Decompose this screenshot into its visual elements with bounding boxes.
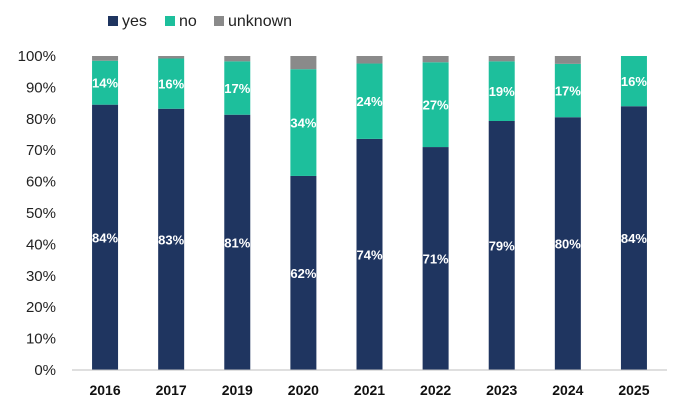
data-label-yes-2020: 62% [290, 266, 316, 281]
bar-no-2019 [224, 61, 251, 115]
bar-yes-2017 [158, 108, 185, 370]
data-label-yes-2025: 84% [621, 231, 647, 246]
legend-label-yes: yes [122, 13, 147, 30]
bar-yes-2021 [356, 138, 383, 370]
x-tick-label: 2025 [618, 382, 649, 398]
bar-unknown-2023 [488, 56, 515, 62]
y-tick-label: 90% [26, 79, 56, 96]
data-label-yes-2023: 79% [489, 238, 515, 253]
bars: 84% 14% 83% 16% 81% 17% 62% 34% 74% 24% 71% 27% 79% 1… [92, 56, 647, 371]
data-label-yes-2021: 74% [356, 247, 382, 262]
y-tick-label: 30% [26, 268, 56, 285]
data-label-yes-2017: 83% [158, 232, 184, 247]
bar-unknown-2017 [158, 56, 185, 59]
bar-no-2017 [158, 58, 185, 109]
bar-yes-2025 [620, 106, 647, 371]
y-tick-label: 70% [26, 142, 56, 159]
data-label-no-2016: 14% [92, 76, 118, 91]
x-tick-label: 2023 [486, 382, 517, 398]
y-tick-label: 60% [26, 174, 56, 191]
bar-no-2023 [488, 61, 515, 121]
x-tick-label: 2016 [89, 382, 120, 398]
bar-unknown-2016 [92, 56, 119, 61]
x-tick-label: 2024 [552, 382, 583, 398]
bar-yes-2024 [554, 117, 581, 370]
data-label-no-2020: 34% [290, 116, 316, 131]
bar-yes-2023 [488, 120, 515, 370]
data-label-no-2019: 17% [224, 81, 250, 96]
y-tick-label: 10% [26, 331, 56, 348]
legend-label-unknown: unknown [228, 13, 292, 30]
bar-no-2025 [620, 56, 647, 107]
y-tick-label: 20% [26, 299, 56, 316]
x-tick-label: 2019 [222, 382, 253, 398]
data-label-no-2024: 17% [555, 84, 581, 99]
legend-swatch-no [165, 16, 175, 26]
x-tick-label: 2022 [420, 382, 451, 398]
legend-swatch-unknown [214, 16, 224, 26]
y-tick-label: 80% [26, 111, 56, 128]
y-axis: 0% 10% 20% 30% 40% 50% 60% 70% 80% 90% 100% [18, 48, 56, 379]
bar-unknown-2019 [224, 56, 251, 62]
data-label-no-2017: 16% [158, 77, 184, 92]
legend: yes no unknown [108, 13, 292, 30]
y-tick-label: 0% [34, 362, 56, 379]
data-label-yes-2022: 71% [423, 252, 449, 267]
bar-unknown-2021 [356, 56, 383, 64]
legend-label-no: no [179, 13, 197, 30]
data-label-no-2025: 16% [621, 74, 647, 89]
bar-no-2016 [92, 60, 119, 105]
legend-swatch-yes [108, 16, 118, 26]
data-label-yes-2016: 84% [92, 230, 118, 245]
bar-unknown-2024 [554, 56, 581, 64]
data-label-no-2023: 19% [489, 84, 515, 99]
bar-yes-2019 [224, 114, 251, 370]
x-axis: 2016 2017 2019 2020 2021 2022 2023 2024 2025 [72, 369, 667, 398]
bar-yes-2020 [290, 175, 317, 370]
x-tick-label: 2020 [288, 382, 319, 398]
x-tick-label: 2017 [156, 382, 187, 398]
data-label-no-2021: 24% [356, 94, 382, 109]
bar-yes-2022 [422, 147, 449, 370]
bar-no-2022 [422, 62, 449, 148]
bar-no-2020 [290, 69, 317, 176]
y-tick-label: 40% [26, 236, 56, 253]
bar-unknown-2020 [290, 56, 317, 70]
data-label-no-2022: 27% [423, 98, 449, 113]
data-label-yes-2024: 80% [555, 237, 581, 252]
data-label-yes-2019: 81% [224, 235, 250, 250]
bar-unknown-2022 [422, 56, 449, 63]
bar-no-2021 [356, 63, 383, 139]
bar-no-2024 [554, 63, 581, 118]
bar-yes-2016 [92, 104, 119, 371]
y-tick-label: 100% [18, 48, 56, 65]
y-tick-label: 50% [26, 205, 56, 222]
x-tick-label: 2021 [354, 382, 385, 398]
